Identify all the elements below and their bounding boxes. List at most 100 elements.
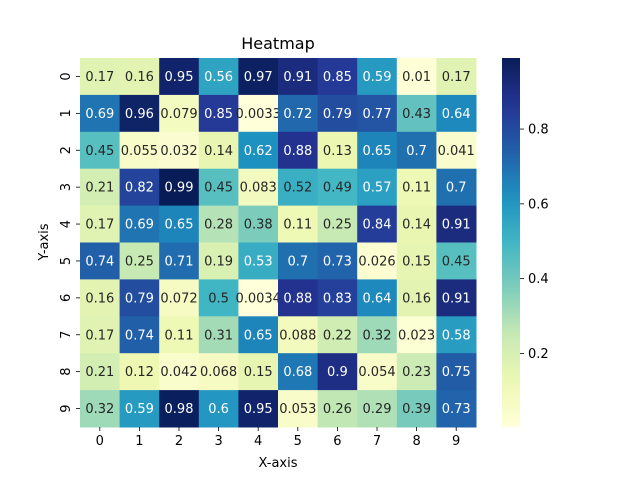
cell-label: 0.7: [446, 181, 467, 196]
cell-label: 0.79: [125, 291, 154, 306]
heatmap-cell: [396, 390, 437, 428]
y-tick-label: 8: [59, 368, 74, 376]
cell-label: 0.088: [279, 328, 316, 343]
y-axis-ticks: 0 1 2 3 4 5 6 7 8 9: [59, 72, 80, 413]
heatmap-cell: [317, 58, 358, 96]
cell-label: 0.042: [160, 365, 197, 380]
cell-label: 0.39: [402, 402, 431, 417]
heatmap-cell: [436, 205, 477, 243]
cell-label: 0.25: [125, 254, 154, 269]
heatmap-cell: [357, 242, 398, 280]
cell-label: 0.88: [283, 291, 312, 306]
cell-label: 0.53: [244, 254, 273, 269]
cell-label: 0.71: [165, 254, 194, 269]
heatmap-cell: [396, 94, 437, 133]
heatmap-cell: [357, 168, 398, 207]
x-tick-label: 0: [96, 434, 104, 449]
cell-label: 0.083: [240, 181, 277, 196]
cell-label: 0.11: [402, 181, 431, 196]
cell-label: 0.32: [363, 328, 392, 343]
cell-label: 0.62: [244, 144, 273, 159]
heatmap-cell: [396, 316, 437, 354]
heatmap-cell: [278, 390, 319, 428]
cell-label: 0.74: [125, 328, 154, 343]
heatmap-cell: [317, 279, 358, 317]
cell-label: 0.59: [125, 402, 154, 417]
heatmap-cell: [198, 131, 239, 170]
cell-label: 0.96: [125, 107, 154, 122]
heatmap-cell: [278, 168, 319, 207]
heatmap-cell: [198, 205, 239, 243]
heatmap-cell: [436, 58, 477, 96]
colorbar: [502, 58, 520, 427]
heatmap-cell: [198, 242, 239, 280]
heatmap-cell: [436, 390, 477, 428]
cell-label: 0.053: [279, 402, 316, 417]
heatmap-cell: [317, 168, 358, 207]
x-tick-label: 3: [214, 434, 222, 449]
cell-label: 0.65: [165, 218, 194, 233]
cell-label: 0.38: [244, 218, 273, 233]
y-tick-label: 6: [59, 294, 74, 302]
cell-label: 0.26: [323, 402, 352, 417]
heatmap-cell: [278, 242, 319, 280]
heatmap-cell: [436, 242, 477, 280]
cell-label: 0.054: [358, 365, 395, 380]
cell-label: 0.16: [85, 291, 114, 306]
heatmap-cell: [80, 131, 121, 170]
heatmap-cell: [396, 168, 437, 207]
cell-label: 0.52: [283, 181, 312, 196]
heatmap-cell: [278, 316, 319, 354]
heatmap-cell: [80, 168, 121, 207]
cell-label: 0.22: [323, 328, 352, 343]
colorbar-tick-label: 0.2: [528, 347, 549, 362]
heatmap-cell: [238, 58, 279, 96]
y-axis-label: Y-axis: [37, 223, 52, 261]
cell-label: 0.072: [160, 291, 197, 306]
cell-label: 0.68: [283, 365, 312, 380]
chart-title: Heatmap: [241, 34, 315, 53]
cell-label: 0.21: [85, 365, 114, 380]
cell-label: 0.01: [402, 70, 431, 85]
heatmap-cell: [80, 205, 121, 243]
y-tick-label: 9: [59, 404, 74, 412]
cell-label: 0.23: [402, 365, 431, 380]
cell-label: 0.17: [85, 328, 114, 343]
heatmap-cell: [357, 205, 398, 243]
cell-label: 0.19: [204, 254, 233, 269]
cell-label: 0.023: [398, 328, 435, 343]
cell-label: 0.58: [442, 328, 471, 343]
heatmap-cell: [159, 205, 200, 243]
heatmap-cell: [119, 205, 160, 243]
heatmap-cell: [198, 168, 239, 207]
y-tick-label: 4: [59, 220, 74, 228]
heatmap-cell: [317, 94, 358, 133]
heatmap-cell: [317, 205, 358, 243]
heatmap-cell: [198, 94, 239, 133]
y-tick-label: 3: [59, 183, 74, 191]
y-tick-label: 5: [59, 257, 74, 265]
cell-label: 0.11: [165, 328, 194, 343]
heatmap-cell: [317, 353, 358, 391]
heatmap-cell: [436, 131, 477, 170]
cell-label: 0.16: [125, 70, 154, 85]
heatmap-cell: [238, 316, 279, 354]
colorbar-ticks: 0.2 0.4 0.6 0.8: [520, 123, 549, 362]
x-tick-label: 9: [452, 434, 460, 449]
cell-label: 0.73: [323, 254, 352, 269]
heatmap-cell: [357, 353, 398, 391]
heatmap-cell: [317, 242, 358, 280]
x-tick-label: 5: [294, 434, 302, 449]
cell-label: 0.49: [323, 181, 352, 196]
heatmap-cell: [278, 94, 319, 133]
heatmap-cell: [317, 131, 358, 170]
cell-label: 0.15: [244, 365, 273, 380]
heatmap-cell: [159, 390, 200, 428]
heatmap-cell: [278, 353, 319, 391]
x-tick-label: 8: [412, 434, 420, 449]
cell-label: 0.17: [85, 70, 114, 85]
cell-label: 0.69: [85, 107, 114, 122]
heatmap-cell: [80, 242, 121, 280]
cell-label: 0.31: [204, 328, 233, 343]
heatmap-cell: [357, 94, 398, 133]
